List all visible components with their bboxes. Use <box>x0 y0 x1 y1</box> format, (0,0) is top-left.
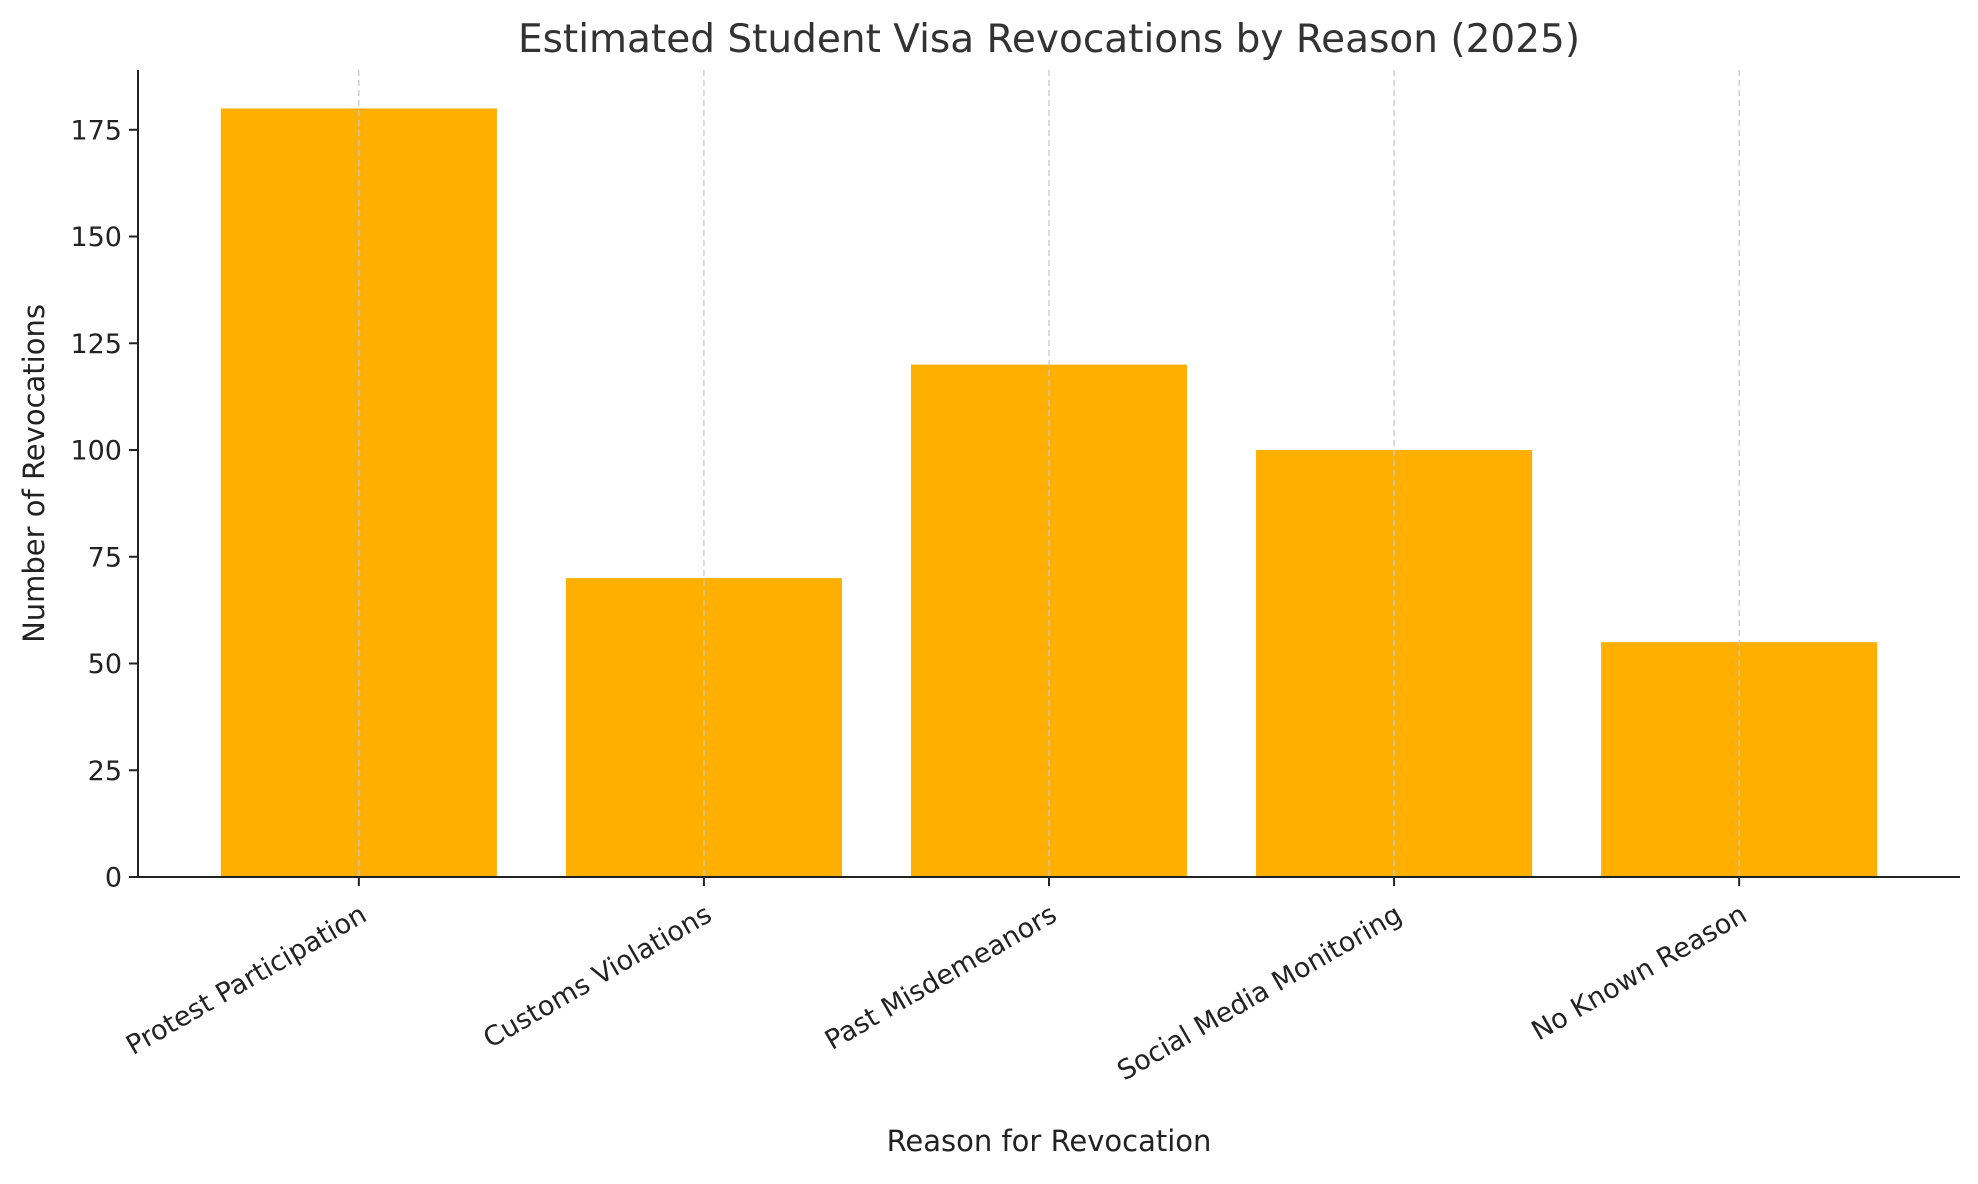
x-tick-label: Protest Participation <box>121 899 372 1062</box>
x-axis-title: Reason for Revocation <box>887 1124 1212 1158</box>
y-tick-label: 175 <box>70 115 122 146</box>
x-tick-label: No Known Reason <box>1526 899 1752 1047</box>
y-tick-label: 75 <box>88 542 122 573</box>
bars-layer <box>220 70 1878 878</box>
y-tick-label: 125 <box>70 329 122 360</box>
x-tick-label: Social Media Monitoring <box>1112 899 1407 1087</box>
bar-customs-violations <box>565 578 842 877</box>
x-tick-label: Past Misdemeanors <box>820 899 1062 1057</box>
x-tick-label: Customs Violations <box>478 899 717 1055</box>
y-tick-label: 150 <box>70 222 122 253</box>
y-tick-label: 100 <box>70 436 122 467</box>
y-axis-title: Number of Revocations <box>17 304 51 643</box>
y-tick-label: 25 <box>88 756 122 787</box>
y-tick-label: 0 <box>105 863 122 894</box>
chart-title: Estimated Student Visa Revocations by Re… <box>518 17 1580 62</box>
y-tick-label: 50 <box>88 649 122 680</box>
